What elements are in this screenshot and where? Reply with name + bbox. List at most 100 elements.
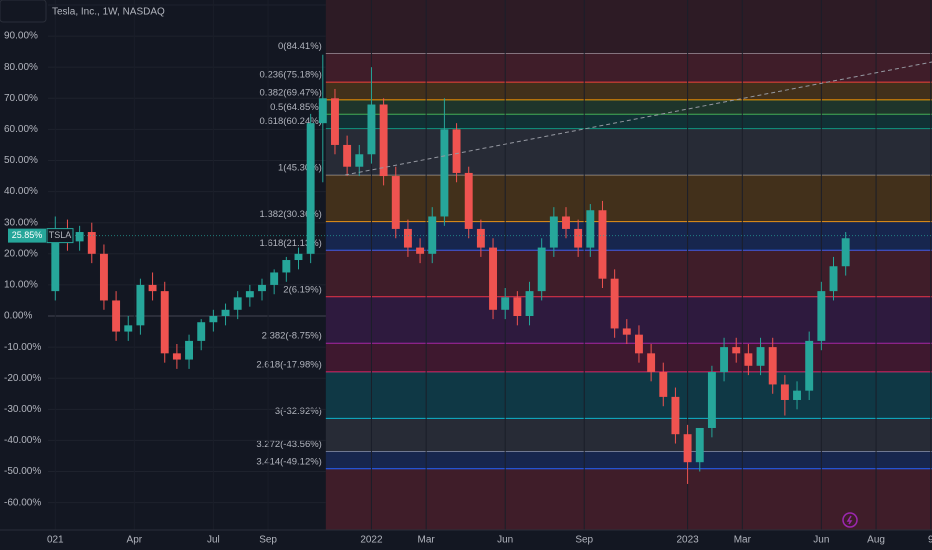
candle-body xyxy=(476,228,485,248)
candle-body xyxy=(720,347,729,372)
fib-label: 0.382(69.47%) xyxy=(260,87,322,98)
candle-body xyxy=(51,228,60,292)
y-tick-label: 30.00% xyxy=(4,217,38,228)
candle-body xyxy=(99,253,108,301)
candle-body xyxy=(221,309,230,317)
candle-body xyxy=(829,266,838,292)
candle-body xyxy=(768,347,777,385)
candle-body xyxy=(148,284,157,292)
candle-body xyxy=(780,384,789,400)
x-tick-label: 9 xyxy=(928,535,932,546)
candle-body xyxy=(270,272,279,285)
fib-band xyxy=(325,418,932,452)
fib-band xyxy=(325,221,932,251)
candle-body xyxy=(318,98,327,124)
candle-body xyxy=(331,98,339,145)
fib-label: 0(84.41%) xyxy=(278,41,322,52)
candle-body xyxy=(416,247,425,254)
x-tick-label: Mar xyxy=(418,535,436,546)
fib-band xyxy=(325,99,932,115)
candle-body xyxy=(659,371,668,397)
fib-label: 1(45.30%) xyxy=(278,163,322,174)
candle-body xyxy=(136,284,145,326)
x-tick-label: Mar xyxy=(734,535,752,546)
fib-label: 2.382(-8.75%) xyxy=(262,331,322,342)
fib-band xyxy=(325,82,932,100)
y-tick-label: 20.00% xyxy=(4,248,38,259)
candle-body xyxy=(245,291,254,298)
y-tick-label: -20.00% xyxy=(4,373,41,384)
candle-body xyxy=(124,325,133,332)
fib-label: 3(-32.92%) xyxy=(275,406,322,417)
fib-band xyxy=(325,0,932,54)
candle-body xyxy=(622,328,631,335)
candle-body xyxy=(282,260,291,273)
fib-band xyxy=(325,175,932,222)
x-tick-label: Jul xyxy=(207,535,220,546)
fib-band xyxy=(325,114,932,129)
candle-body xyxy=(185,340,194,360)
fib-label: 0.236(75.18%) xyxy=(260,70,322,81)
candle-body xyxy=(817,291,826,341)
chart-title: Tesla, Inc., 1W, NASDAQ xyxy=(52,7,165,18)
x-tick-label: 2022 xyxy=(360,535,383,546)
fib-label: 0.618(60.24%) xyxy=(260,116,322,127)
candle-body xyxy=(574,228,583,248)
candle-body xyxy=(440,129,449,217)
trend-line xyxy=(344,61,932,176)
candle-body xyxy=(610,278,619,329)
candle-body xyxy=(513,297,522,317)
y-tick-label: -30.00% xyxy=(4,404,41,415)
candle-body xyxy=(501,297,510,310)
candle-body xyxy=(355,154,364,167)
candle-body xyxy=(756,347,765,366)
y-tick-label: -60.00% xyxy=(4,497,41,508)
candle-body xyxy=(695,427,704,463)
candle-body xyxy=(464,172,473,229)
candle-body xyxy=(112,300,121,332)
x-tick-label: Jun xyxy=(497,535,513,546)
fib-band xyxy=(325,53,932,83)
candle-body xyxy=(805,340,814,391)
x-tick-label: Aug xyxy=(867,535,885,546)
candle-body xyxy=(452,129,461,173)
candle-body xyxy=(160,291,169,354)
candle-body xyxy=(367,104,376,155)
candle-body xyxy=(489,247,497,310)
candle-body xyxy=(586,210,595,248)
candle-body xyxy=(635,334,643,354)
fib-label: 2(6.19%) xyxy=(283,284,322,295)
candle-body xyxy=(671,396,680,435)
candle-body xyxy=(87,232,96,254)
candle-body xyxy=(744,353,753,366)
fib-band xyxy=(325,451,932,469)
y-tick-label: 60.00% xyxy=(4,124,38,135)
fib-band xyxy=(325,296,932,344)
fib-band xyxy=(325,468,932,530)
y-tick-label: 90.00% xyxy=(4,31,38,42)
y-tick-label: -50.00% xyxy=(4,466,41,477)
candle-body xyxy=(707,371,716,428)
candle-body xyxy=(233,297,242,310)
y-tick-label: 50.00% xyxy=(4,155,38,166)
y-tick-label: -10.00% xyxy=(4,342,41,353)
candle-body xyxy=(75,232,84,242)
y-tick-label: 40.00% xyxy=(4,186,38,197)
fib-band xyxy=(325,250,932,297)
symbol-label: TSLA xyxy=(49,230,72,240)
candle-body xyxy=(562,216,570,229)
lightning-icon[interactable] xyxy=(842,512,858,528)
candle-body xyxy=(525,291,534,317)
symbol-box[interactable] xyxy=(0,0,47,23)
y-tick-label: 0.00% xyxy=(4,311,32,322)
candle-body xyxy=(306,123,315,254)
candle-body xyxy=(209,316,218,323)
x-tick-label: 021 xyxy=(47,535,64,546)
x-tick-label: Jun xyxy=(813,535,829,546)
fib-band xyxy=(325,128,932,176)
candle-body xyxy=(537,247,546,292)
fib-label: 1.382(30.36%) xyxy=(260,209,322,220)
fib-label: 1.618(21.13%) xyxy=(260,238,322,249)
x-tick-label: 2023 xyxy=(676,535,699,546)
